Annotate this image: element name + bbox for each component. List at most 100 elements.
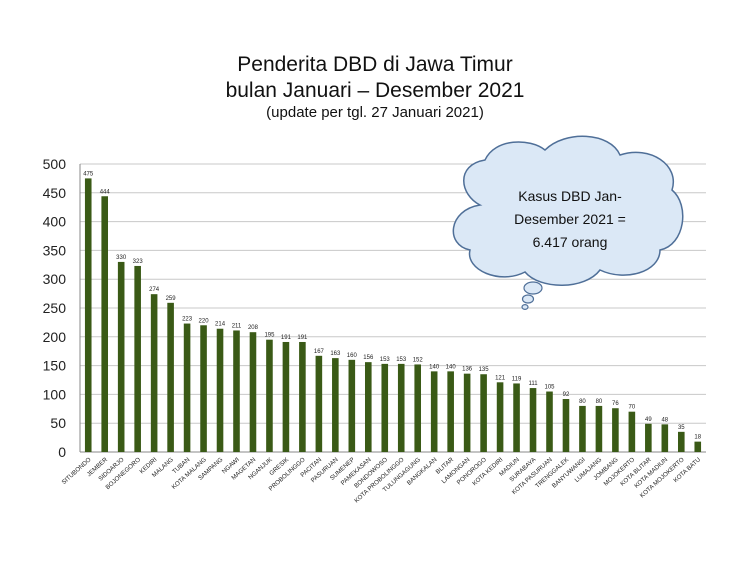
bar	[595, 405, 603, 452]
bar	[430, 371, 438, 452]
y-tick-label: 250	[43, 300, 67, 316]
bar	[101, 196, 109, 452]
data-label: 167	[314, 349, 325, 355]
data-label: 70	[629, 405, 636, 411]
y-axis: 0 50 100 150 200 250 300 350 400 450 500	[43, 156, 81, 460]
bar	[299, 341, 306, 452]
bar	[677, 431, 685, 452]
y-tick-label: 200	[43, 329, 67, 345]
callout-line-2: Desember 2021 =	[514, 211, 626, 227]
callout-cloud: Kasus DBD Jan- Desember 2021 = 6.417 ora…	[452, 135, 684, 311]
data-label: 80	[579, 399, 586, 405]
data-label: 160	[347, 353, 358, 359]
data-label: 80	[596, 399, 603, 405]
data-label: 208	[248, 325, 259, 331]
data-label: 136	[462, 367, 473, 373]
bar	[628, 411, 636, 452]
data-label: 140	[429, 364, 440, 370]
data-label: 48	[661, 417, 668, 423]
bar	[463, 373, 471, 452]
data-label: 259	[166, 296, 177, 302]
bar	[381, 363, 389, 452]
chart-title-block: Penderita DBD di Jawa Timur bulan Januar…	[0, 52, 750, 122]
data-label: 121	[495, 375, 506, 381]
data-label: 223	[182, 317, 193, 323]
data-label: 211	[232, 323, 242, 329]
callout-line-1: Kasus DBD Jan-	[518, 188, 622, 204]
data-label: 18	[694, 435, 701, 441]
bar	[282, 341, 290, 452]
callout-line-3: 6.417 orang	[533, 234, 608, 250]
bar	[529, 388, 537, 452]
y-tick-label: 500	[43, 156, 67, 172]
data-label: 214	[215, 322, 226, 328]
bar	[249, 332, 257, 452]
data-label: 111	[528, 381, 538, 387]
cloud-bubble-small	[521, 304, 529, 311]
data-labels: 475 444 330 323 274 259 223 220 214 211 208 195 191 1…	[83, 171, 702, 440]
y-tick-label: 450	[43, 185, 67, 201]
bar	[233, 330, 240, 452]
data-label: 444	[100, 189, 111, 195]
cloud-shape	[452, 135, 684, 286]
data-label: 195	[264, 333, 275, 339]
bar	[150, 294, 158, 452]
data-label: 105	[544, 385, 555, 391]
bar	[612, 408, 619, 452]
bar	[84, 178, 92, 452]
bar	[117, 261, 125, 452]
data-label: 135	[479, 367, 490, 373]
data-label: 35	[678, 425, 685, 431]
y-tick-label: 400	[43, 214, 67, 230]
chart-note: (update per tgl. 27 Januari 2021)	[266, 104, 484, 121]
bar	[579, 405, 586, 452]
bar	[397, 363, 405, 452]
y-tick-label: 100	[43, 386, 67, 402]
bar	[562, 399, 570, 452]
data-label: 152	[413, 357, 424, 363]
y-tick-label: 0	[58, 444, 66, 460]
bar	[546, 391, 553, 452]
data-label: 140	[446, 364, 457, 370]
y-tick-label: 350	[43, 242, 67, 258]
bar	[216, 328, 224, 452]
bar	[167, 302, 174, 452]
bars	[84, 178, 702, 452]
data-label: 330	[116, 255, 127, 261]
bar	[661, 424, 669, 452]
bar	[266, 339, 273, 452]
data-label: 92	[563, 392, 570, 398]
data-label: 76	[612, 401, 619, 407]
bar	[364, 362, 372, 452]
bar	[513, 383, 520, 452]
y-tick-label: 150	[43, 358, 67, 374]
chart-subtitle: bulan Januari – Desember 2021	[225, 79, 525, 102]
data-label: 191	[297, 335, 308, 341]
y-tick-label: 300	[43, 271, 67, 287]
bar	[694, 441, 702, 452]
data-label: 119	[512, 376, 522, 382]
data-label: 323	[133, 259, 144, 265]
bar	[134, 265, 141, 452]
data-label: 220	[199, 318, 210, 324]
chart-title: Penderita DBD di Jawa Timur	[237, 53, 513, 76]
data-label: 163	[330, 351, 341, 357]
y-tick-label: 50	[50, 415, 66, 431]
data-label: 191	[281, 335, 292, 341]
cloud-bubble-large	[523, 281, 543, 295]
data-label: 475	[83, 171, 94, 177]
bar	[348, 359, 356, 452]
bar	[447, 371, 454, 452]
bar	[645, 423, 652, 452]
data-label: 274	[149, 287, 160, 293]
data-label: 156	[363, 355, 374, 361]
bar	[315, 355, 323, 452]
bar	[183, 323, 191, 452]
data-label: 153	[380, 357, 391, 363]
category-labels: SITUBONDOJEMBERSIDOARJOBOJONEGOROKEDIRIM…	[61, 456, 703, 505]
bar	[200, 325, 207, 452]
data-label: 153	[396, 357, 407, 363]
cloud-bubble-medium	[521, 294, 535, 304]
bar	[332, 358, 339, 452]
